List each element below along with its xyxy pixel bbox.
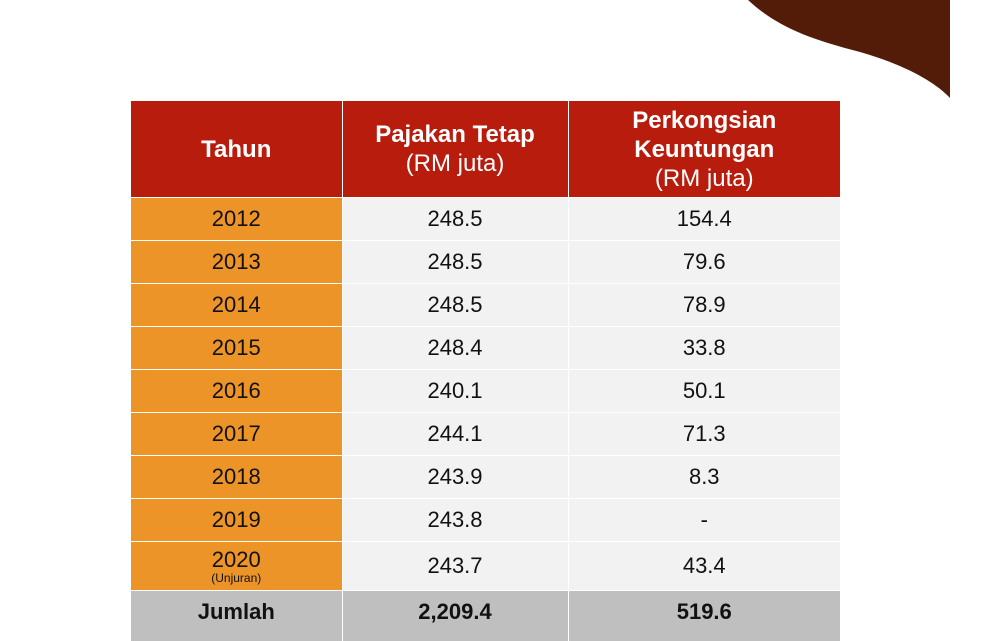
fixed-lease-cell: 248.5 xyxy=(342,241,568,284)
table-header-row: Tahun Pajakan Tetap (RM juta) Perkongsia… xyxy=(131,101,840,198)
year-projection-note: (Unjuran) xyxy=(131,572,342,585)
profit-sharing-cell: 8.3 xyxy=(568,456,840,499)
profit-sharing-cell: 50.1 xyxy=(568,370,840,413)
profit-sharing-cell: 33.8 xyxy=(568,327,840,370)
header-fixed-lease-unit: (RM juta) xyxy=(343,149,568,178)
revenue-table: Tahun Pajakan Tetap (RM juta) Perkongsia… xyxy=(131,101,840,641)
profit-sharing-cell: 154.4 xyxy=(568,198,840,241)
total-profit-sharing: 519.6 xyxy=(568,591,840,641)
fixed-lease-cell: 248.4 xyxy=(342,327,568,370)
profit-sharing-cell: 43.4 xyxy=(568,542,840,591)
table-row: 2017 244.1 71.3 xyxy=(131,413,840,456)
year-cell: 2012 xyxy=(131,198,342,241)
year-cell: 2018 xyxy=(131,456,342,499)
fixed-lease-cell: 243.7 xyxy=(342,542,568,591)
fixed-lease-cell: 243.9 xyxy=(342,456,568,499)
year-cell: 2014 xyxy=(131,284,342,327)
fixed-lease-cell: 243.8 xyxy=(342,499,568,542)
fixed-lease-cell: 244.1 xyxy=(342,413,568,456)
header-profit-sharing-label: Perkongsian Keuntungan xyxy=(632,107,776,163)
fixed-lease-cell: 240.1 xyxy=(342,370,568,413)
header-year: Tahun xyxy=(131,101,342,198)
profit-sharing-cell: 78.9 xyxy=(568,284,840,327)
year-cell: 2015 xyxy=(131,327,342,370)
profit-sharing-cell: - xyxy=(568,499,840,542)
table-row: 2020 (Unjuran) 243.7 43.4 xyxy=(131,542,840,591)
table-row: 2016 240.1 50.1 xyxy=(131,370,840,413)
header-profit-sharing: Perkongsian Keuntungan (RM juta) xyxy=(568,101,840,198)
year-cell: 2020 (Unjuran) xyxy=(131,542,342,591)
year-cell: 2013 xyxy=(131,241,342,284)
header-year-label: Tahun xyxy=(201,136,271,163)
table-row: 2012 248.5 154.4 xyxy=(131,198,840,241)
table-row: 2013 248.5 79.6 xyxy=(131,241,840,284)
table-total-row: Jumlah 2,209.4 519.6 xyxy=(131,591,840,641)
header-fixed-lease-label: Pajakan Tetap xyxy=(375,121,535,148)
profit-sharing-cell: 71.3 xyxy=(568,413,840,456)
revenue-table-container: Tahun Pajakan Tetap (RM juta) Perkongsia… xyxy=(131,101,840,641)
year-cell: 2017 xyxy=(131,413,342,456)
table-row: 2015 248.4 33.8 xyxy=(131,327,840,370)
profit-sharing-cell: 79.6 xyxy=(568,241,840,284)
year-cell: 2019 xyxy=(131,499,342,542)
table-row: 2014 248.5 78.9 xyxy=(131,284,840,327)
year-cell: 2016 xyxy=(131,370,342,413)
table-row: 2018 243.9 8.3 xyxy=(131,456,840,499)
year-value: 2020 xyxy=(131,548,342,572)
total-fixed-lease: 2,209.4 xyxy=(342,591,568,641)
fixed-lease-cell: 248.5 xyxy=(342,284,568,327)
fixed-lease-cell: 248.5 xyxy=(342,198,568,241)
table-row: 2019 243.8 - xyxy=(131,499,840,542)
header-profit-sharing-unit: (RM juta) xyxy=(569,164,841,193)
header-fixed-lease: Pajakan Tetap (RM juta) xyxy=(342,101,568,198)
total-label: Jumlah xyxy=(131,591,342,641)
